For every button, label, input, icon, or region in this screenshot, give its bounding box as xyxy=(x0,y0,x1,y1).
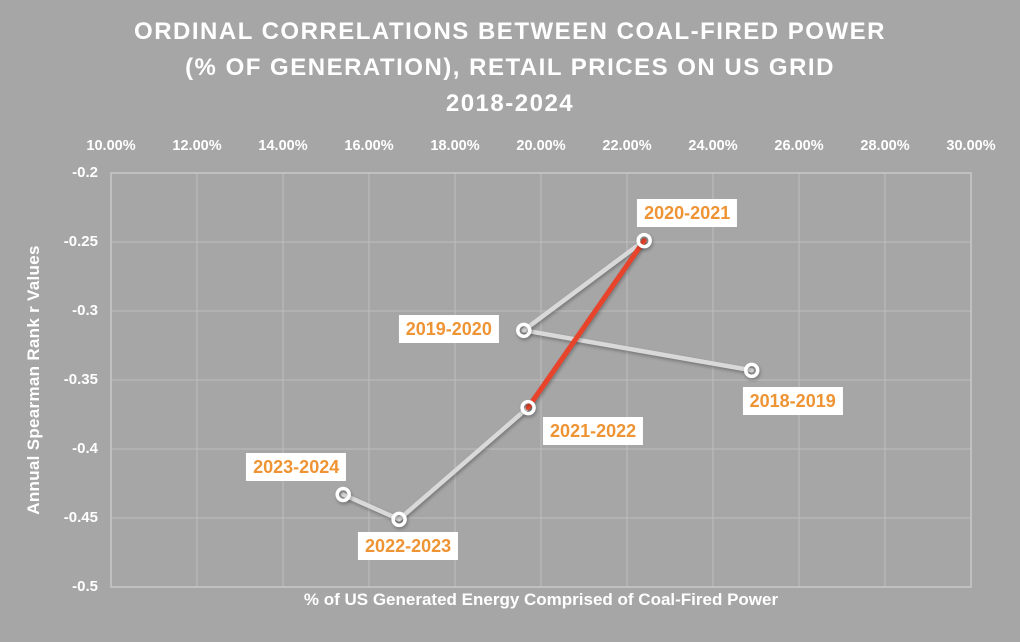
x-tick-label: 24.00% xyxy=(688,138,738,154)
plot-border xyxy=(110,172,972,588)
data-point-marker[interactable] xyxy=(335,486,351,503)
x-tick-label: 12.00% xyxy=(172,138,222,154)
data-point-marker[interactable] xyxy=(516,322,532,339)
y-tick-label: -0.45 xyxy=(63,509,98,526)
series-line-segment xyxy=(521,328,754,373)
highlighted-line-segment xyxy=(525,238,647,411)
x-tick-label: 20.00% xyxy=(516,138,566,154)
y-tick-label: -0.4 xyxy=(72,440,98,457)
x-axis-title: % of US Generated Energy Comprised of Co… xyxy=(303,590,779,609)
series-line-segment xyxy=(340,492,402,522)
data-point-marker[interactable] xyxy=(636,232,652,249)
chart-title-line-1: ORDINAL CORRELATIONS BETWEEN COAL-FIRED … xyxy=(134,18,886,45)
series-line-segment xyxy=(396,405,531,522)
y-tick-label: -0.3 xyxy=(72,302,98,319)
data-point-label: 2023-2024 xyxy=(246,452,347,481)
data-point-label: 2019-2020 xyxy=(398,315,499,344)
x-tick-label: 10.00% xyxy=(86,138,136,154)
x-tick-label: 14.00% xyxy=(258,138,308,154)
x-tick-label: 28.00% xyxy=(860,138,910,154)
data-point-marker[interactable] xyxy=(743,362,760,379)
data-point-label: 2020-2021 xyxy=(637,198,738,227)
data-point-marker[interactable] xyxy=(520,399,536,416)
chart-title-line-3: 2018-2024 xyxy=(445,90,575,117)
y-tick-label: -0.2 xyxy=(72,164,98,181)
data-point-label: 2018-2019 xyxy=(742,387,843,416)
y-tick-label: -0.5 xyxy=(72,578,98,595)
x-tick-label: 16.00% xyxy=(344,138,394,154)
data-point-label: 2021-2022 xyxy=(543,416,644,445)
data-point-marker[interactable] xyxy=(391,511,407,528)
chart-title-line-2: (% OF GENERATION), RETAIL PRICES ON US G… xyxy=(185,54,835,81)
y-tick-label: -0.25 xyxy=(63,233,98,250)
x-tick-label: 22.00% xyxy=(602,138,652,154)
x-tick-label: 18.00% xyxy=(430,138,480,154)
x-tick-label: 26.00% xyxy=(774,138,824,154)
chart-title: ORDINAL CORRELATIONS BETWEEN COAL-FIRED … xyxy=(0,14,1020,122)
x-tick-label: 30.00% xyxy=(946,138,996,154)
series-line-segment xyxy=(521,238,647,333)
y-tick-label: -0.35 xyxy=(63,371,98,388)
data-point-label: 2022-2023 xyxy=(358,532,459,561)
